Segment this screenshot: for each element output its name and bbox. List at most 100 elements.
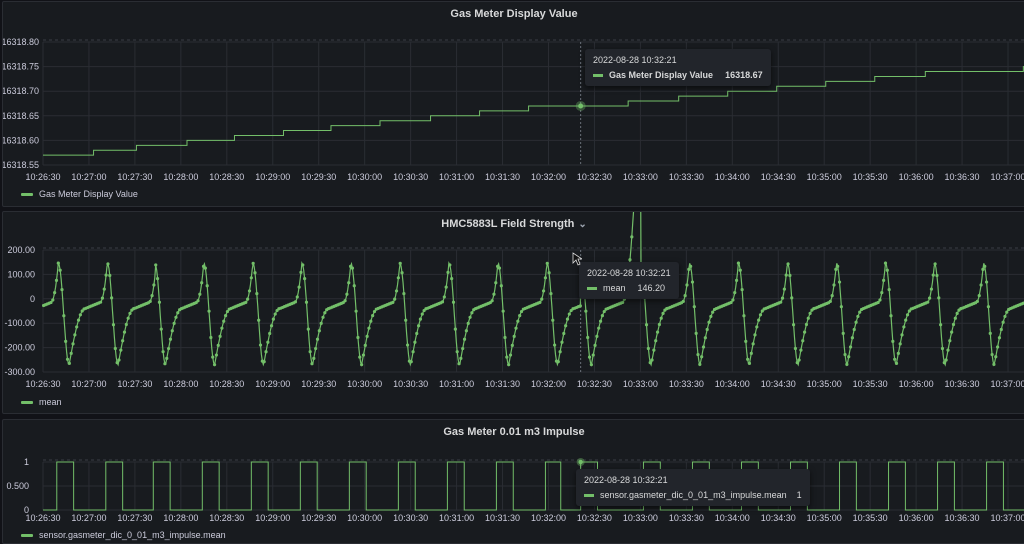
data-point [597,327,600,330]
x-tick-label: 10:31:30 [485,379,520,389]
data-point [755,325,758,328]
data-point [741,288,744,291]
data-point [446,271,449,274]
data-point [248,289,251,292]
data-point [60,288,63,291]
data-point [448,263,451,266]
data-point [989,332,992,335]
data-point [454,327,457,330]
legend[interactable]: mean [21,397,62,407]
data-point [847,355,850,358]
data-point [310,362,313,365]
legend[interactable]: Gas Meter Display Value [21,189,138,199]
data-point [546,262,549,265]
data-point [706,328,709,331]
data-point [312,357,315,360]
data-point [733,291,736,294]
data-point [1003,315,1006,318]
data-point [796,361,799,364]
data-point [542,289,545,292]
data-point [253,271,256,274]
data-point [891,340,894,343]
data-point [264,350,267,353]
data-point [128,312,131,315]
x-tick-label: 10:30:30 [393,513,428,523]
data-point [735,279,738,282]
data-point [114,347,117,350]
data-point [171,329,174,332]
data-point [1005,310,1008,313]
data-point [263,360,266,363]
data-point [207,310,210,313]
data-point [781,296,784,299]
data-point [70,352,73,355]
x-tick-label: 10:32:30 [577,513,612,523]
data-point [343,299,346,302]
data-point [586,336,589,339]
data-point [691,280,694,283]
x-tick-label: 10:35:00 [807,172,842,182]
y-tick-label: -300.00 [4,367,35,377]
tooltip-time: 2022-08-28 10:32:21 [587,268,671,278]
y-tick-label: 200.00 [7,245,35,255]
data-point [750,352,753,355]
data-point [564,324,567,327]
data-point [549,292,552,295]
data-point [652,349,655,352]
data-point [849,345,852,348]
data-point [299,271,302,274]
data-point [366,335,369,338]
data-point [882,279,885,282]
x-tick-label: 10:36:30 [945,513,980,523]
data-point [406,343,409,346]
x-tick-label: 10:29:00 [255,379,290,389]
tooltip-value: 16318.67 [725,70,763,80]
data-point [799,349,802,352]
data-point [976,300,979,303]
legend-label: mean [39,397,62,407]
data-point [218,335,221,338]
data-point [314,347,317,350]
data-point [99,301,102,304]
data-point [255,292,258,295]
data-point [121,339,124,342]
data-point [55,279,58,282]
data-point [272,318,275,321]
data-point [836,265,839,268]
data-point [685,283,688,286]
x-tick-label: 10:35:30 [853,172,888,182]
x-tick-label: 10:31:00 [439,513,474,523]
data-point [935,274,938,277]
x-tick-label: 10:37:00 [990,172,1024,182]
data-point [895,362,898,365]
chart-gas-meter-display[interactable]: 16318.5516318.6016318.6516318.7016318.75… [3,2,1024,207]
data-point [274,312,277,315]
legend[interactable]: sensor.gasmeter_dic_0_01_m3_impulse.mean [21,530,226,540]
data-point [788,274,791,277]
data-point [259,343,262,346]
chart-field-strength[interactable]: 200.00100.000-100.00-200.00-300.0010:26:… [3,212,1024,414]
data-point [702,345,705,348]
y-tick-label: 16318.65 [3,111,39,121]
x-tick-label: 10:29:00 [255,513,290,523]
data-point [371,314,374,317]
data-point [415,332,418,335]
data-point [252,262,255,265]
data-point [899,342,902,345]
data-point [630,235,633,238]
legend-swatch [21,401,33,404]
tooltip-series: sensor.gasmeter_dic_0_01_m3_impulse.mean [600,490,787,500]
data-point [77,319,80,322]
data-point [393,298,396,301]
data-point [926,301,929,304]
data-point [419,318,422,321]
tooltip-time: 2022-08-28 10:32:21 [584,475,802,485]
x-tick-label: 10:33:00 [623,379,658,389]
data-point [503,336,506,339]
data-point [103,287,106,290]
data-point [117,358,120,361]
data-point [709,315,712,318]
